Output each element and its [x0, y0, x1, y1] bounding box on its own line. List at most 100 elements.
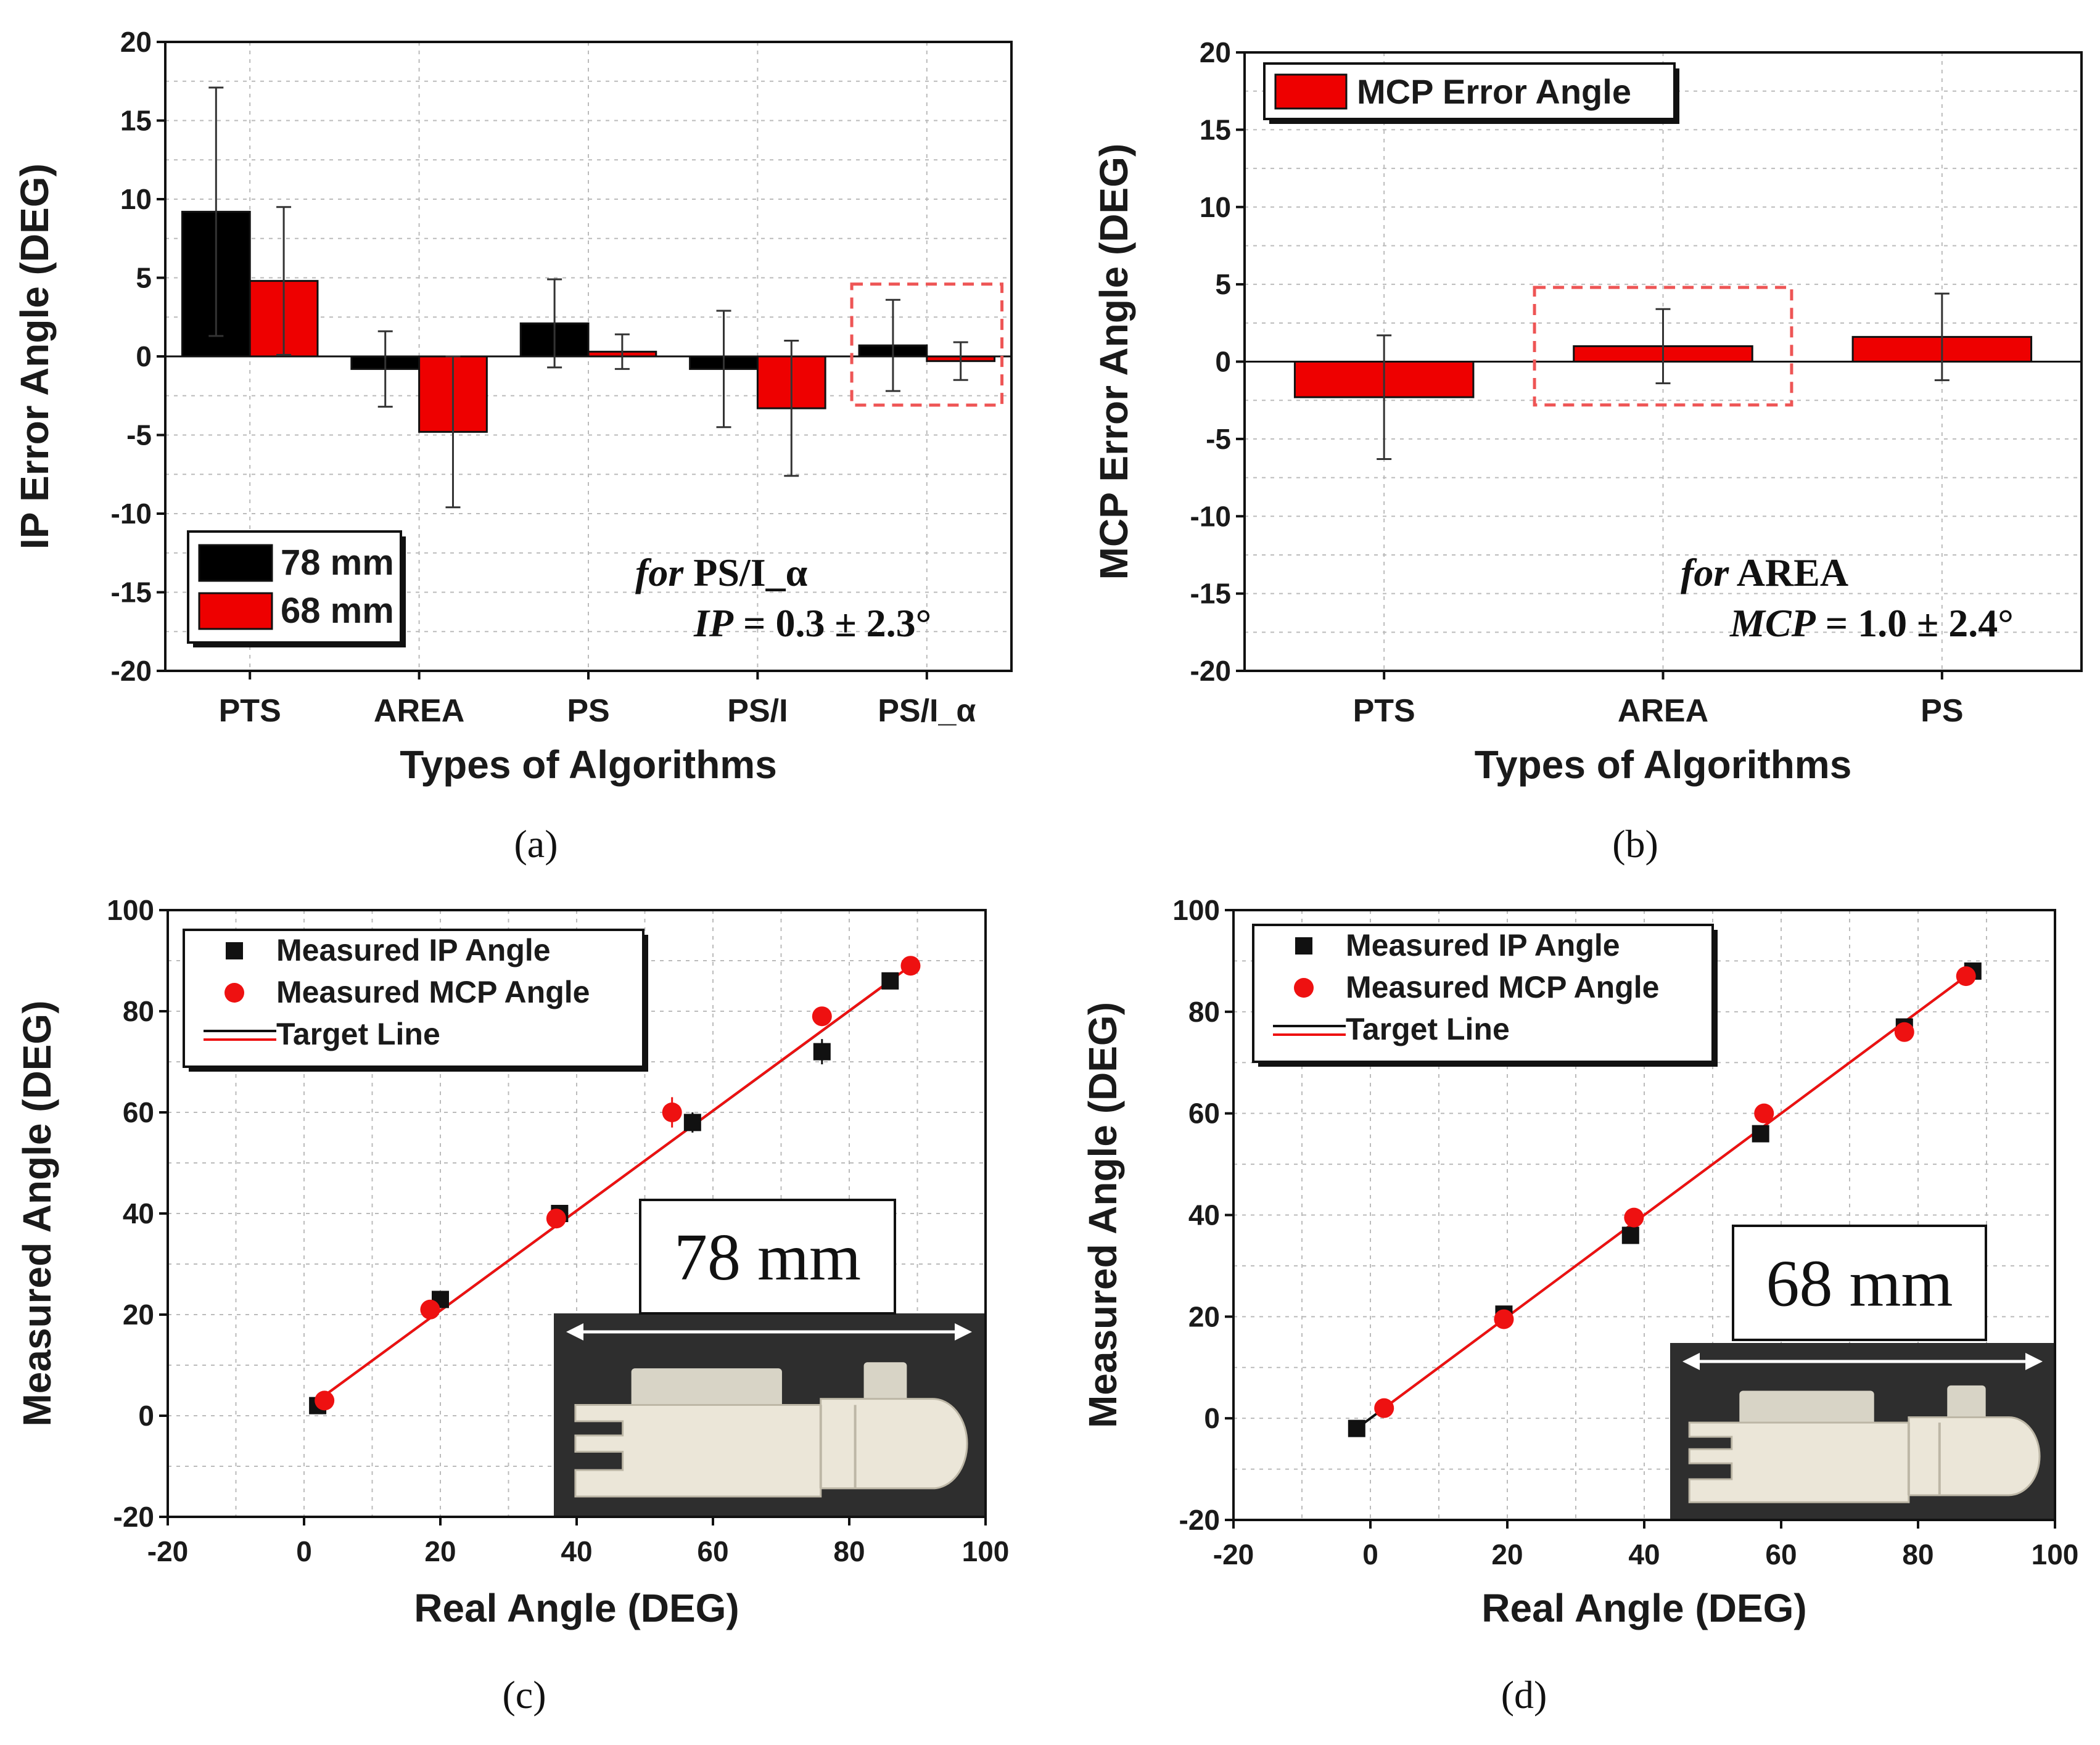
finger-tab [1739, 1390, 1874, 1426]
x-tick-label: AREA [374, 693, 464, 729]
x-tick-label: -20 [1213, 1538, 1254, 1571]
x-tick-label: 0 [1362, 1538, 1378, 1571]
legend-label: Measured IP Angle [276, 933, 551, 967]
finger-prototype [1688, 1416, 2041, 1503]
inset-label-box [1732, 1225, 1987, 1341]
mcp-point [1374, 1398, 1394, 1418]
mcp-point [812, 1006, 832, 1027]
panel-label: (a) [514, 822, 558, 866]
inset-label-box [639, 1199, 896, 1315]
y-tick-label: -5 [1206, 423, 1231, 455]
y-tick-label: -20 [1190, 655, 1231, 687]
x-tick-label: 60 [1765, 1538, 1797, 1571]
x-tick-label: AREA [1618, 693, 1708, 729]
y-tick-label: 80 [1188, 996, 1220, 1028]
mcp-point [900, 956, 921, 976]
y-tick-label: 10 [120, 183, 152, 215]
x-tick-label: PTS [219, 693, 281, 729]
y-tick-label: 5 [1215, 268, 1231, 300]
target-line-1 [316, 964, 912, 1402]
mcp-point [315, 1390, 335, 1411]
mcp-point [662, 1102, 682, 1122]
inset-label: 68 mm [1766, 1247, 1953, 1321]
panel-d: 100 80 60 40 20 0 -20 Measured Angle (DEG) Real … [1081, 894, 2078, 1717]
legend-swatch [198, 544, 273, 582]
legend-label: Target Line [276, 1017, 440, 1051]
y-tick-label: 0 [138, 1400, 154, 1432]
y-tick-label: 40 [1188, 1199, 1220, 1231]
target-line-1 [1383, 975, 1967, 1410]
ip-point [881, 972, 899, 990]
highlight-box [1533, 285, 1793, 407]
mcp-point [1894, 1022, 1914, 1042]
highlight-box [850, 282, 1004, 407]
annotation-line-2: MCP = 1.0 ± 2.4° [1729, 601, 2014, 645]
x-tick-label: 20 [1491, 1538, 1523, 1571]
x-axis-title: Types of Algorithms [1475, 742, 1852, 787]
finger-tab [1947, 1385, 1986, 1421]
legend-label: Measured MCP Angle [276, 975, 590, 1009]
x-tick-label: 60 [697, 1535, 728, 1567]
panel-label: (b) [1612, 822, 1658, 866]
legend-swatch [1274, 73, 1348, 110]
y-axis-title: Measured Angle (DEG) [1081, 1002, 1125, 1428]
y-tick-label: -15 [111, 577, 152, 609]
inset-photo [554, 1313, 984, 1517]
ip-point [1752, 1125, 1769, 1143]
legend-box [1252, 924, 1714, 1063]
y-tick-label: 20 [1200, 36, 1231, 68]
y-tick-label: 100 [1172, 894, 1220, 926]
ip-point [683, 1114, 701, 1131]
mcp-point [1494, 1309, 1514, 1329]
y-axis-title: IP Error Angle (DEG) [12, 163, 57, 549]
y-tick-label: 20 [123, 1299, 154, 1331]
y-tick-label: -20 [113, 1501, 154, 1533]
x-tick-label: PS [1921, 693, 1963, 729]
y-tick-label: 0 [136, 340, 152, 372]
panel-label: (c) [502, 1673, 546, 1717]
x-tick-label: 40 [561, 1535, 592, 1567]
mcp-point [1754, 1103, 1774, 1123]
x-tick-label: 0 [296, 1535, 312, 1567]
panel-a: 20 15 10 5 0 -5 -10 -15 -20 IP Error Angle (DEG) T… [12, 26, 1013, 866]
x-tick-label: 80 [1902, 1538, 1933, 1571]
y-axis-title: Measured Angle (DEG) [15, 1000, 59, 1426]
legend-marker-square [226, 942, 243, 959]
legend-label: Target Line [1346, 1012, 1510, 1046]
x-tick-label: 40 [1628, 1538, 1660, 1571]
panel-label: (d) [1501, 1673, 1547, 1717]
finger-tab [631, 1368, 782, 1410]
legend-box [183, 929, 644, 1068]
x-tick-label: 100 [962, 1535, 1010, 1567]
y-tick-label: 5 [136, 262, 152, 294]
y-tick-label: -10 [1190, 500, 1231, 532]
x-axis-title: Real Angle (DEG) [1481, 1586, 1806, 1630]
x-tick-label: 20 [424, 1535, 456, 1567]
y-tick-label: 60 [123, 1096, 154, 1128]
y-tick-label: 20 [1188, 1300, 1220, 1332]
finger-tab [863, 1362, 907, 1403]
y-tick-label: -10 [111, 498, 152, 530]
inset-photo [1670, 1343, 2055, 1520]
arrow-head-right-icon [2025, 1353, 2043, 1370]
arrow-head-right-icon [955, 1323, 972, 1341]
arrow-head-left-icon [1682, 1353, 1700, 1370]
ip-point [1348, 1419, 1365, 1437]
mcp-point [1624, 1207, 1644, 1228]
x-axis-title: Types of Algorithms [400, 742, 777, 787]
panel-c: 100 80 60 40 20 0 -20 Measured Angle (DEG) Real … [15, 894, 1009, 1717]
inset-label: 78 mm [674, 1221, 861, 1294]
y-tick-label: -5 [126, 419, 152, 451]
arrow-head-left-icon [566, 1323, 583, 1341]
annotation-line-1: for PS/I_α [635, 551, 808, 594]
x-tick-label: -20 [147, 1535, 188, 1567]
x-tick-label: PS [567, 693, 609, 729]
annotation-line-2: IP = 0.3 ± 2.3° [693, 601, 931, 645]
x-tick-label: 80 [833, 1535, 865, 1567]
y-tick-label: 15 [1200, 113, 1231, 146]
x-axis-title: Real Angle (DEG) [414, 1586, 739, 1630]
y-tick-label: 80 [123, 995, 154, 1027]
legend-label: Measured MCP Angle [1346, 970, 1659, 1004]
legend-label: Measured IP Angle [1346, 928, 1620, 963]
